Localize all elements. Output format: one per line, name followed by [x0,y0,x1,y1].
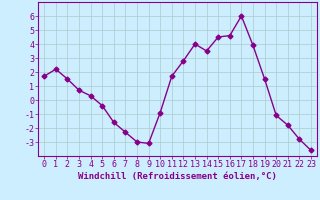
X-axis label: Windchill (Refroidissement éolien,°C): Windchill (Refroidissement éolien,°C) [78,172,277,181]
